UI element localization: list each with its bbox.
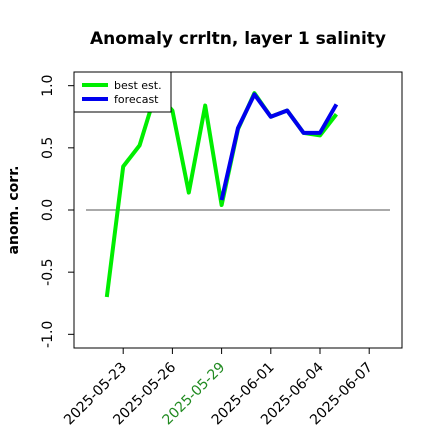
y-tick-label: -0.5 xyxy=(40,258,56,285)
series-line xyxy=(219,92,339,201)
legend-label: forecast xyxy=(114,93,159,106)
legend-label: best est. xyxy=(114,79,162,92)
y-tick-label: 0.5 xyxy=(40,137,56,159)
y-axis-label: anom. corr. xyxy=(6,166,22,255)
legend-box xyxy=(73,71,172,113)
y-tick-label: 1.0 xyxy=(40,75,56,97)
chart-title: Anomaly crrltn, layer 1 salinity xyxy=(90,29,386,49)
y-tick-label: 0.0 xyxy=(40,199,56,221)
y-tick-label: -1.0 xyxy=(40,321,56,348)
